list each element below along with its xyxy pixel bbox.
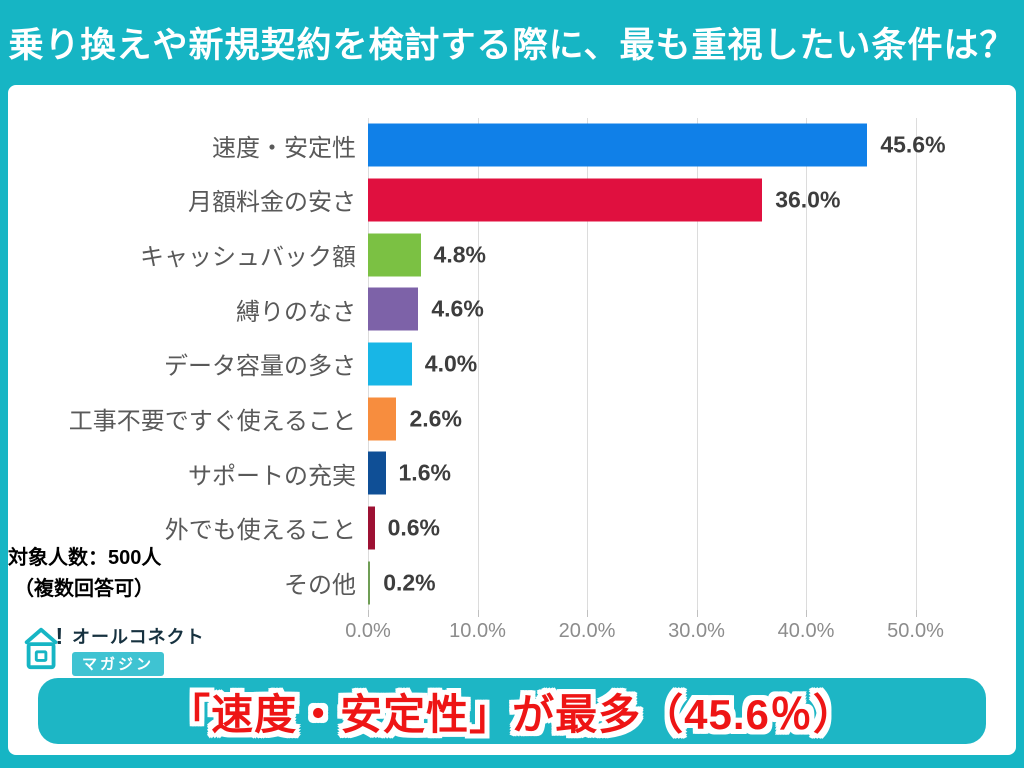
axis-tick-20 [587,610,588,617]
bar-row: 4.0% [368,337,968,392]
category-label: 月額料金の安さ [188,189,356,217]
bar [368,506,375,550]
x-tick-label-50: 50.0% [887,620,944,642]
gridline-40 [806,118,807,610]
bar-row: 1.6% [368,446,968,501]
bar [368,342,412,386]
bar [368,561,371,605]
gridline-10 [477,118,479,610]
x-tick-label-40: 40.0% [777,620,835,642]
sample-size-note: 対象人数：500人 （複数回答可） [8,543,228,605]
bar-value-label: 1.6% [398,459,451,486]
category-label: 縛りのなさ [236,298,356,326]
bar-value-label: 2.6% [409,405,462,432]
page-title: 乗り換えや新規契約を検討する際に、最も重視したい条件は？ [8,26,1016,65]
brand-logo: ! オールコネクト マガジン [20,621,210,677]
logo-sub-name: マガジン [72,652,165,676]
gridline-50 [915,118,917,610]
bar-row: 36.0% [368,173,968,228]
x-tick-label-0: 0.0% [345,620,391,642]
category-label: 速度・安定性 [212,134,356,162]
x-tick-label-10: 10.0% [449,620,506,642]
bar [368,397,397,441]
sample-size-line2: （複数回答可） [14,578,154,600]
category-label: キャッシュバック額 [140,244,356,272]
category-label: 工事不要ですぐ使えること [68,408,356,436]
bar [368,123,868,167]
bar-value-label: 0.2% [383,569,436,596]
axis-tick-50 [915,610,917,617]
category-label: 外でも使えること [164,517,356,545]
category-label: サポートの充実 [188,462,356,490]
conclusion-text: 「速度・安定性」が最多（45.6％） [168,690,856,738]
axis-tick-10 [477,610,479,617]
chart-panel: 速度・安定性月額料金の安さキャッシュバック額縛りのなさデータ容量の多さ工事不要で… [8,85,1016,755]
house-icon: ! [24,623,63,670]
axis-tick-30 [696,610,698,617]
bar-row: 0.2% [368,555,968,610]
exclamation-mark: ! [55,623,63,649]
axis-tick-0 [368,610,369,617]
bar-row: 4.8% [368,227,968,282]
category-label: データ容量の多さ [164,353,356,381]
bar-value-label: 0.6% [387,514,440,541]
bar [368,451,386,495]
x-tick-label-30: 30.0% [668,620,725,642]
bar [368,233,421,277]
category-labels-column: 速度・安定性月額料金の安さキャッシュバック額縛りのなさデータ容量の多さ工事不要で… [8,118,356,610]
bar-value-label: 36.0% [775,186,841,213]
bar-row: 0.6% [368,501,968,556]
x-tick-label-20: 20.0% [558,620,616,642]
header-band: 乗り換えや新規契約を検討する際に、最も重視したい条件は？ [0,0,1024,85]
gridline-20 [587,118,588,610]
bar-value-label: 4.8% [433,241,486,268]
bar [368,178,763,222]
bar-row: 45.6% [368,118,968,173]
gridline-30 [696,118,698,610]
bar-row: 2.6% [368,391,968,446]
axis-tick-40 [806,610,807,617]
bar-row: 4.6% [368,282,968,337]
logo-text: オールコネクト マガジン [72,623,205,676]
bar-value-label: 4.6% [431,295,484,322]
bar-value-label: 4.0% [424,350,478,377]
bar-chart-plot-area: 45.6% 36.0% 4.8% 4.6% 4.0% 2.6% 1.6% 0.6% 0.2% [368,118,968,617]
category-label: その他 [284,572,356,600]
conclusion-banner: 「速度・安定性」が最多（45.6％） [38,678,986,744]
bar-value-label: 45.6% [880,131,946,158]
x-axis: 0.0% 10.0% 20.0% 30.0% 40.0% 50.0% [345,620,968,650]
bar [368,287,419,331]
sample-size-line1: 対象人数：500人 [8,547,162,569]
logo-brand-name: オールコネクト [72,627,205,647]
